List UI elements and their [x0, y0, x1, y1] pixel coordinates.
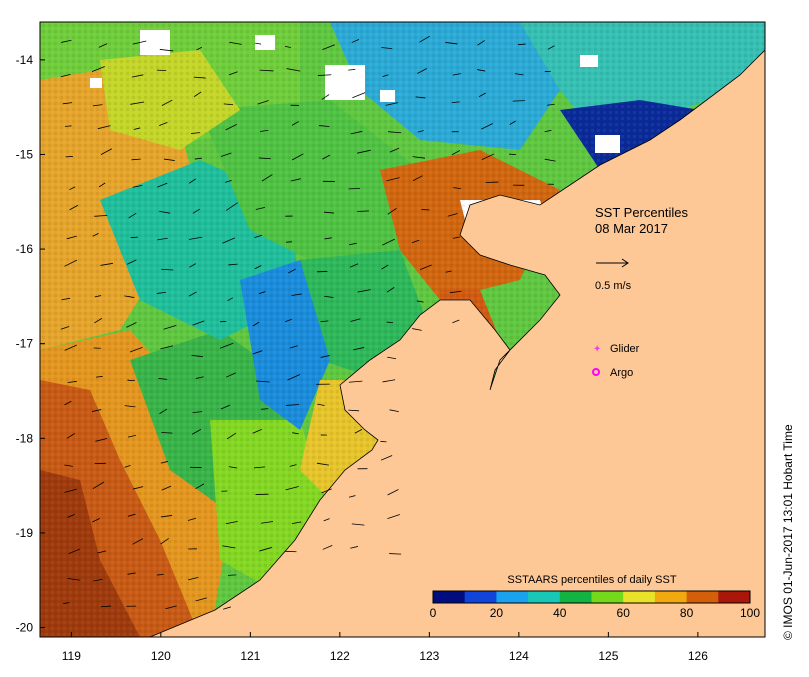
colorbar-swatch [465, 591, 497, 603]
lat-tick-label: -15 [16, 147, 34, 161]
lat-tick-label: -20 [16, 621, 34, 635]
colorbar-tick-label: 40 [553, 606, 567, 620]
lon-tick-label: 123 [419, 649, 439, 663]
lat-tick-label: -18 [16, 431, 34, 445]
map-title: SST Percentiles [595, 205, 688, 220]
lon-tick-label: 119 [62, 649, 81, 663]
colorbar-swatch [655, 591, 687, 603]
colorbar-swatches [433, 591, 751, 603]
lon-tick-label: 126 [688, 649, 708, 663]
lat-tick-label: -17 [16, 337, 34, 351]
lon-tick-label: 120 [151, 649, 171, 663]
colorbar-tick-label: 20 [490, 606, 504, 620]
lon-tick-label: 124 [509, 649, 529, 663]
colorbar-tick-label: 0 [430, 606, 437, 620]
glider-label: Glider [610, 343, 640, 355]
colorbar-title: SSTAARS percentiles of daily SST [507, 574, 676, 586]
colorbar-swatch [687, 591, 719, 603]
colorbar-tick-label: 80 [680, 606, 694, 620]
colorbar-swatch [433, 591, 465, 603]
colorbar-swatch [592, 591, 624, 603]
scale-arrow-label: 0.5 m/s [595, 280, 632, 292]
lon-tick-label: 125 [598, 649, 618, 663]
colorbar-swatch [560, 591, 592, 603]
lat-tick-label: -19 [16, 526, 34, 540]
colorbar-tick-label: 60 [617, 606, 631, 620]
map-date: 08 Mar 2017 [595, 221, 668, 236]
colorbar-tick-label: 100 [740, 606, 760, 620]
plot-area [40, 22, 765, 637]
colorbar-swatch [528, 591, 560, 603]
colorbar-swatch [623, 591, 655, 603]
credit-line: © IMOS 01-Jun-2017 13:01 Hobart Time [781, 424, 795, 640]
lat-tick-label: -14 [16, 53, 34, 67]
argo-label: Argo [610, 367, 633, 379]
glider-legend: ✦ Glider [593, 343, 640, 355]
colorbar-swatch [718, 591, 750, 603]
colorbar-swatch [496, 591, 528, 603]
lon-tick-label: 121 [240, 649, 260, 663]
lat-tick-label: -16 [16, 242, 34, 256]
copyright-icon: © [781, 631, 795, 640]
credit-text: IMOS 01-Jun-2017 13:01 Hobart Time [781, 424, 795, 627]
lon-tick-label: 122 [330, 649, 350, 663]
glider-marker-icon: ✦ [593, 344, 601, 355]
